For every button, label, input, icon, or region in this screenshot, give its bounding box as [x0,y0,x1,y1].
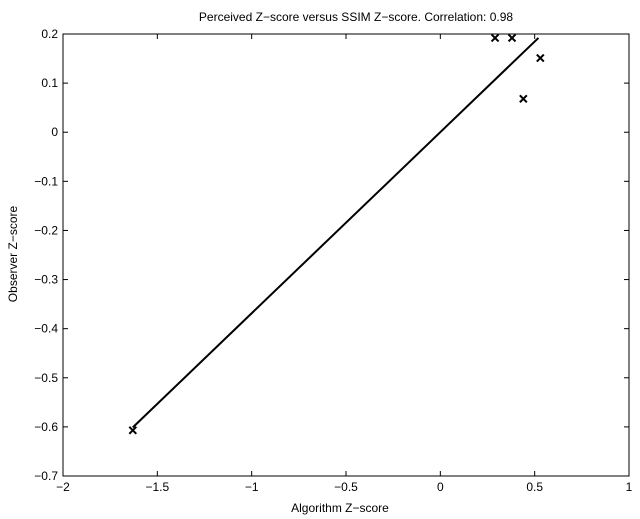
chart-title: Perceived Z−score versus SSIM Z−score. C… [199,10,513,24]
y-tick-label: −0.1 [34,174,58,188]
x-tick-label: 0.5 [526,480,543,494]
y-tick-label: −0.5 [34,371,58,385]
data-point-stroke [490,33,500,43]
y-axis-label: Observer Z−score [6,205,20,302]
data-point-stroke [128,426,138,435]
y-tick-label: −0.3 [34,273,58,287]
data-point [536,53,545,63]
data-point [519,94,528,104]
plot-area: −2 −1.5 −1 −0.5 0 0.5 1 −0.7 −0.6 −0.5 −0.4 −0.3 −0.… [34,27,632,494]
data-point [507,33,517,43]
y-tick-label: −0.4 [34,322,58,336]
x-tick-label: −0.5 [334,480,358,494]
data-point-stroke [519,94,528,104]
data-point-stroke [507,33,517,43]
x-axis-label: Algorithm Z−score [291,501,389,515]
y-tick-label: −0.2 [34,223,58,237]
x-tick-label: −1 [245,480,259,494]
data-point [128,426,138,435]
x-tick-label: −1.5 [145,480,169,494]
data-point [490,33,500,43]
x-tick-label: 1 [626,480,633,494]
regression-line [132,37,540,429]
y-tick-label: −0.7 [34,469,58,483]
y-tick-label: 0.2 [41,27,58,41]
y-tick-label: 0.1 [41,76,58,90]
x-tick-label: −2 [56,480,70,494]
data-point-stroke [536,53,545,63]
plot-frame [62,33,630,477]
y-tick-label: −0.6 [34,420,58,434]
y-tick-label: 0 [51,125,58,139]
x-tick-label: 0 [437,480,444,494]
